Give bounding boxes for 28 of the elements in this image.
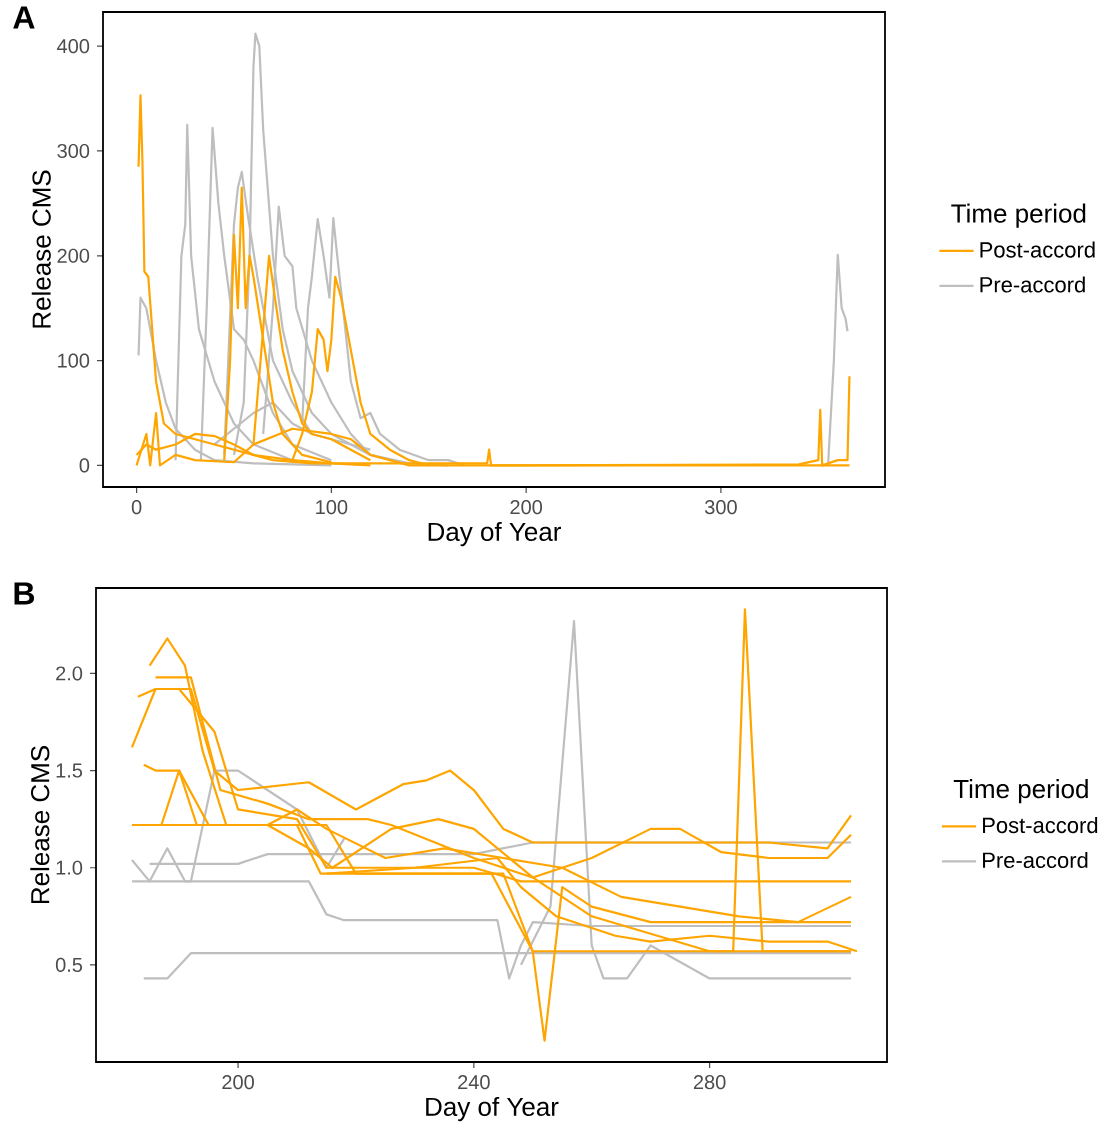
x-tick-label: 280 bbox=[693, 1075, 726, 1090]
chart-title: A bbox=[13, 6, 35, 29]
legend-label: Post-accord bbox=[980, 241, 1095, 258]
y-tick-label: 0.5 bbox=[55, 957, 83, 972]
y-tick-label: 100 bbox=[58, 353, 90, 368]
x-tick-label: 200 bbox=[222, 1075, 254, 1090]
y-tick-label: 0 bbox=[79, 458, 90, 473]
legend-label: Pre-accord bbox=[983, 851, 1088, 869]
x-tick-label: 0 bbox=[131, 500, 142, 515]
legend-title: Time period bbox=[953, 779, 1088, 804]
chart-title: B bbox=[14, 582, 35, 605]
x-axis-title: Day of Year bbox=[428, 521, 561, 547]
x-axis-title: Day of Year bbox=[426, 1096, 559, 1122]
y-axis-title: Release CMS bbox=[31, 170, 51, 328]
x-tick-label: 300 bbox=[704, 500, 737, 515]
x-tick-label: 200 bbox=[510, 500, 543, 515]
y-tick-label: 200 bbox=[57, 248, 90, 263]
y-tick-label: 1.0 bbox=[56, 860, 83, 875]
x-tick-label: 100 bbox=[316, 500, 348, 515]
y-tick-label: 300 bbox=[57, 143, 90, 159]
legend-title: Time period bbox=[951, 203, 1086, 228]
x-tick-label: 240 bbox=[458, 1075, 490, 1090]
y-tick-label: 1.5 bbox=[56, 763, 83, 778]
y-axis-title: Release CMS bbox=[30, 746, 50, 904]
y-tick-label: 400 bbox=[57, 39, 90, 54]
y-tick-label: 2.0 bbox=[56, 666, 83, 681]
legend-label: Post-accord bbox=[983, 816, 1098, 834]
legend-label: Pre-accord bbox=[980, 276, 1085, 293]
